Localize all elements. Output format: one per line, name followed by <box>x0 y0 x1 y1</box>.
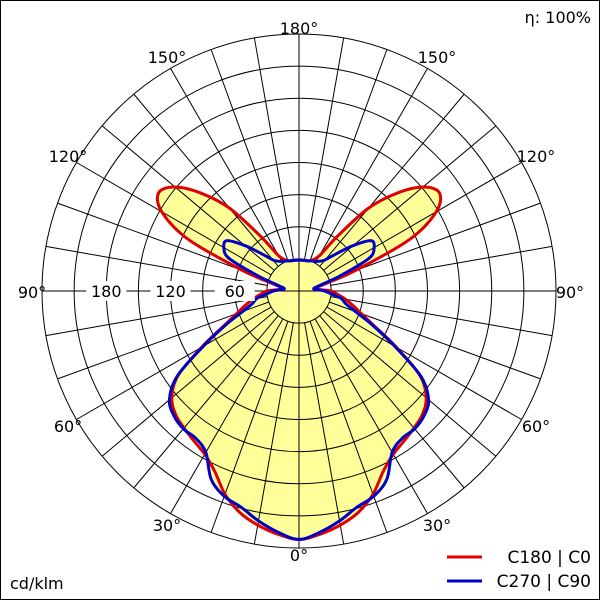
angle-label-left-150: 150° <box>148 48 187 67</box>
curve-layer <box>155 185 443 541</box>
series-line-1 <box>167 239 431 541</box>
grid-spoke-350 <box>253 322 294 545</box>
angle-label-right-150: 150° <box>418 48 457 67</box>
angle-label-right-60: 60° <box>522 417 550 436</box>
grid-spoke-160 <box>309 49 388 261</box>
grid-spoke-240 <box>76 162 272 276</box>
grid-spoke-80 <box>330 296 553 337</box>
label-layer: 60 120 180 180° 150° 150° 120° 120° 90° 90° 60° 60°… <box>10 8 591 593</box>
angle-label-right-90: 90° <box>556 283 584 302</box>
legend: C180 | C0 C270 | C90 <box>447 548 591 592</box>
radial-label-bg-60 <box>214 281 255 301</box>
angle-label-left-120: 120° <box>49 147 88 166</box>
grid-spoke-30 <box>314 318 428 514</box>
grid-spoke-150 <box>314 68 428 264</box>
grid-spoke-330 <box>170 318 284 514</box>
radial-label-120: 120 <box>155 282 186 301</box>
angle-label-left-30: 30° <box>153 516 181 535</box>
radial-label-bg-120 <box>150 281 191 301</box>
efficiency-label: η: 100% <box>525 8 591 27</box>
legend-label-c90: C270 | C90 <box>497 572 591 592</box>
angle-label-right-30: 30° <box>423 516 451 535</box>
grid-spoke-300 <box>76 306 272 420</box>
radial-label-180: 180 <box>91 282 122 301</box>
angle-label-left-60: 60° <box>54 417 82 436</box>
grid-spoke-60 <box>326 306 522 420</box>
angle-label-right-120: 120° <box>517 147 556 166</box>
grid-spoke-140 <box>319 93 465 267</box>
grid-spoke-260 <box>45 245 268 286</box>
angle-label-bottom: 0° <box>290 546 308 565</box>
grid-spoke-10 <box>304 322 345 545</box>
legend-label-c0: C180 | C0 <box>507 548 591 568</box>
grid-spoke-120 <box>326 162 522 276</box>
grid-spoke-200 <box>210 49 289 261</box>
grid-spoke-320 <box>133 315 279 489</box>
unit-label: cd/klm <box>10 574 64 593</box>
radial-label-60: 60 <box>225 282 245 301</box>
grid-spoke-210 <box>170 68 284 264</box>
radial-label-bg-180 <box>86 281 127 301</box>
grid-spoke-50 <box>323 311 497 457</box>
grid-spoke-170 <box>304 37 345 260</box>
grid-spoke-100 <box>330 245 553 286</box>
grid-spoke-190 <box>253 37 294 260</box>
angle-label-top: 180° <box>280 19 319 38</box>
grid-spoke-220 <box>133 93 279 267</box>
grid-spoke-280 <box>45 296 268 337</box>
angle-label-left-90: 90° <box>18 283 46 302</box>
grid-spoke-40 <box>319 315 465 489</box>
grid-spoke-310 <box>101 311 275 457</box>
